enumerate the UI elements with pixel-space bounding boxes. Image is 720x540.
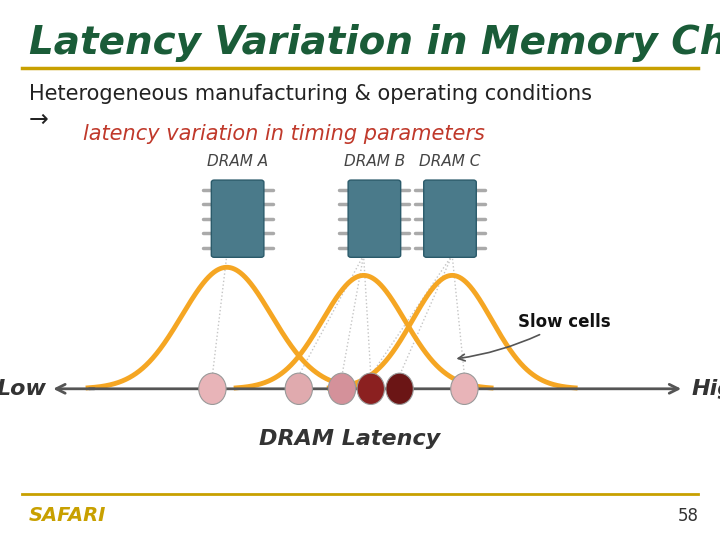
Text: Slow cells: Slow cells [458, 313, 611, 361]
FancyBboxPatch shape [348, 180, 400, 258]
Text: Latency Variation in Memory Chips: Latency Variation in Memory Chips [29, 24, 720, 62]
Text: Low: Low [0, 379, 47, 399]
Text: latency variation in timing parameters: latency variation in timing parameters [83, 124, 485, 144]
Ellipse shape [285, 373, 312, 404]
Text: Heterogeneous manufacturing & operating conditions: Heterogeneous manufacturing & operating … [29, 84, 592, 104]
FancyBboxPatch shape [212, 180, 264, 258]
FancyBboxPatch shape [423, 180, 477, 258]
Ellipse shape [328, 373, 356, 404]
Text: DRAM A: DRAM A [207, 154, 268, 168]
Text: DRAM C: DRAM C [419, 154, 481, 168]
Text: →: → [29, 108, 48, 132]
Text: SAFARI: SAFARI [29, 506, 106, 525]
Ellipse shape [357, 373, 384, 404]
Ellipse shape [199, 373, 226, 404]
Ellipse shape [386, 373, 413, 404]
Text: 58: 58 [678, 507, 698, 525]
Text: DRAM Latency: DRAM Latency [258, 429, 440, 449]
Text: DRAM B: DRAM B [343, 154, 405, 168]
Ellipse shape [451, 373, 478, 404]
Text: High: High [691, 379, 720, 399]
